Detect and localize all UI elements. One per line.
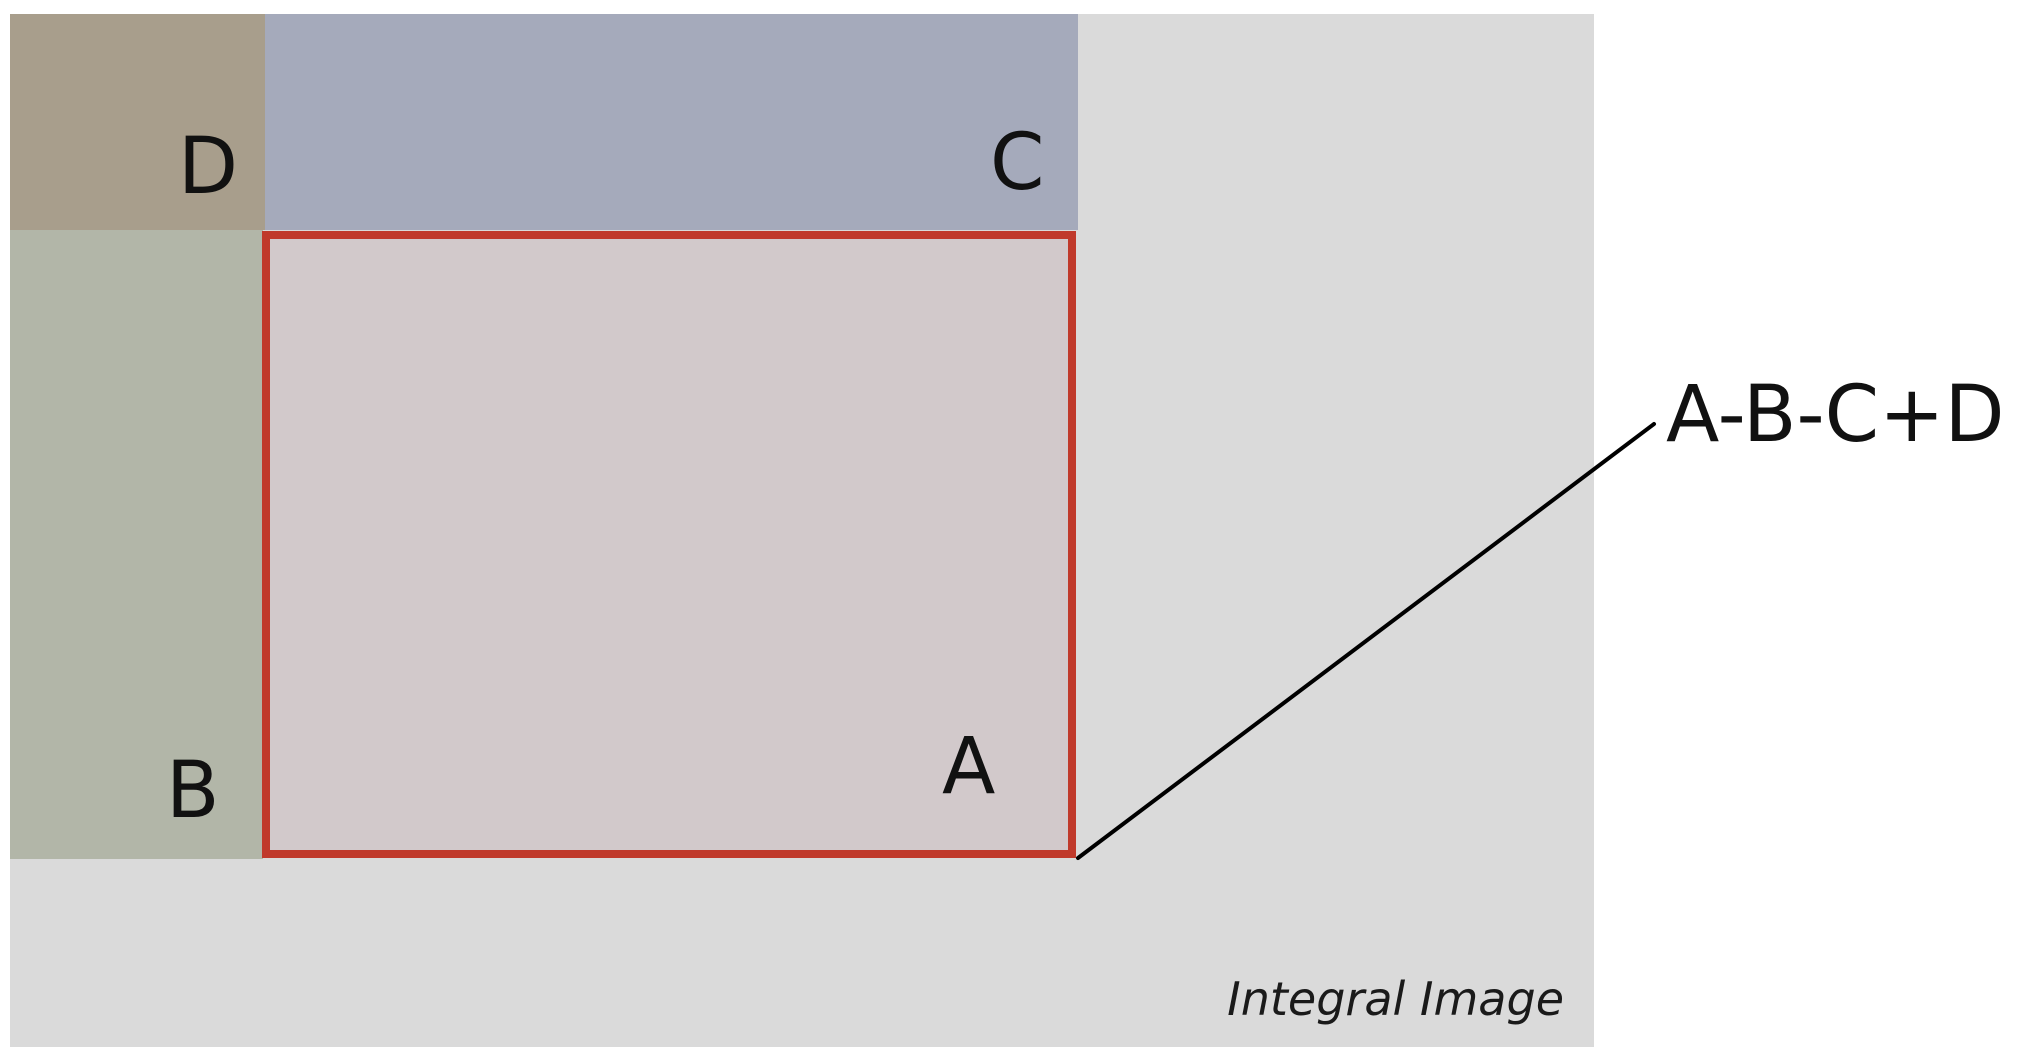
label-c: C — [990, 118, 1045, 208]
region-b — [10, 230, 263, 859]
image-caption: Integral Image — [1227, 972, 1564, 1026]
label-d: D — [178, 122, 239, 212]
region-d — [10, 14, 265, 230]
region-a-highlight — [262, 231, 1076, 858]
region-c — [265, 14, 1078, 230]
formula-label: A-B-C+D — [1666, 370, 2005, 460]
label-a: A — [942, 722, 996, 812]
label-b: B — [166, 746, 220, 836]
